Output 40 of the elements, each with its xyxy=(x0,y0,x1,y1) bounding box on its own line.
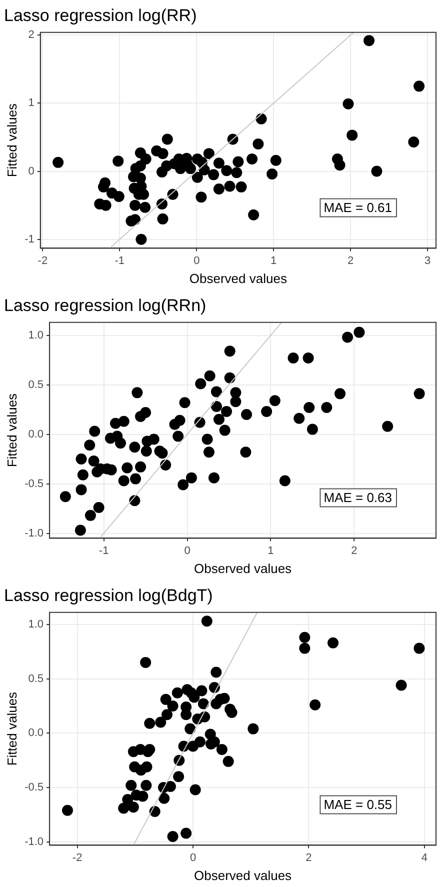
y-tick-label: 1.0 xyxy=(28,329,44,342)
x-tick-label: 1 xyxy=(268,544,274,557)
x-tick-label: 0 xyxy=(184,544,190,557)
y-tick-label: -0.5 xyxy=(24,478,44,490)
chart-title: Lasso regression log(RR) xyxy=(4,6,197,25)
y-tick-label: -0.5 xyxy=(24,782,44,794)
x-tick-label: -1 xyxy=(114,254,125,267)
chart-title: Lasso regression log(RRn) xyxy=(4,296,206,315)
y-tick-label: 0.0 xyxy=(28,428,44,440)
y-tick-label: 0.5 xyxy=(28,672,44,685)
y-axis-title: Fitted values xyxy=(4,102,20,178)
x-tick-label: 3 xyxy=(424,254,431,267)
annotation: MAE = 0.61 xyxy=(324,200,392,215)
x-tick-label: 2 xyxy=(351,544,358,557)
annotation: MAE = 0.63 xyxy=(324,490,392,505)
x-tick-label: -2 xyxy=(72,852,82,864)
x-tick-label: 1 xyxy=(270,254,277,267)
x-tick-label: 0 xyxy=(190,852,196,864)
y-tick-label: -1.0 xyxy=(24,527,44,540)
x-tick-label: 2 xyxy=(348,254,354,267)
x-tick-label: 2 xyxy=(306,852,312,864)
y-tick-label: -1.0 xyxy=(24,836,44,848)
annotation: MAE = 0.55 xyxy=(324,796,392,812)
x-axis-title: Observed values xyxy=(194,560,292,576)
x-tick-label: 4 xyxy=(421,852,428,864)
y-tick-label: 2 xyxy=(28,29,34,42)
x-axis-title: Observed values xyxy=(189,270,288,286)
y-tick-label: 1.0 xyxy=(28,618,44,630)
x-tick-label: -2 xyxy=(38,254,48,267)
y-axis-title: Fitted values xyxy=(4,392,20,468)
y-tick-label: 0.5 xyxy=(28,378,44,391)
x-tick-label: -1 xyxy=(98,544,109,557)
chart-title: Lasso regression log(BdgT) xyxy=(4,586,213,605)
x-tick-label: 0 xyxy=(194,254,200,267)
y-tick-label: 0 xyxy=(28,165,34,178)
x-axis-title: Observed values xyxy=(194,868,292,883)
y-axis-title: Fitted values xyxy=(4,691,20,766)
y-tick-label: -1 xyxy=(24,233,34,246)
y-tick-label: 0.0 xyxy=(28,727,44,740)
y-tick-label: 1 xyxy=(28,97,34,110)
